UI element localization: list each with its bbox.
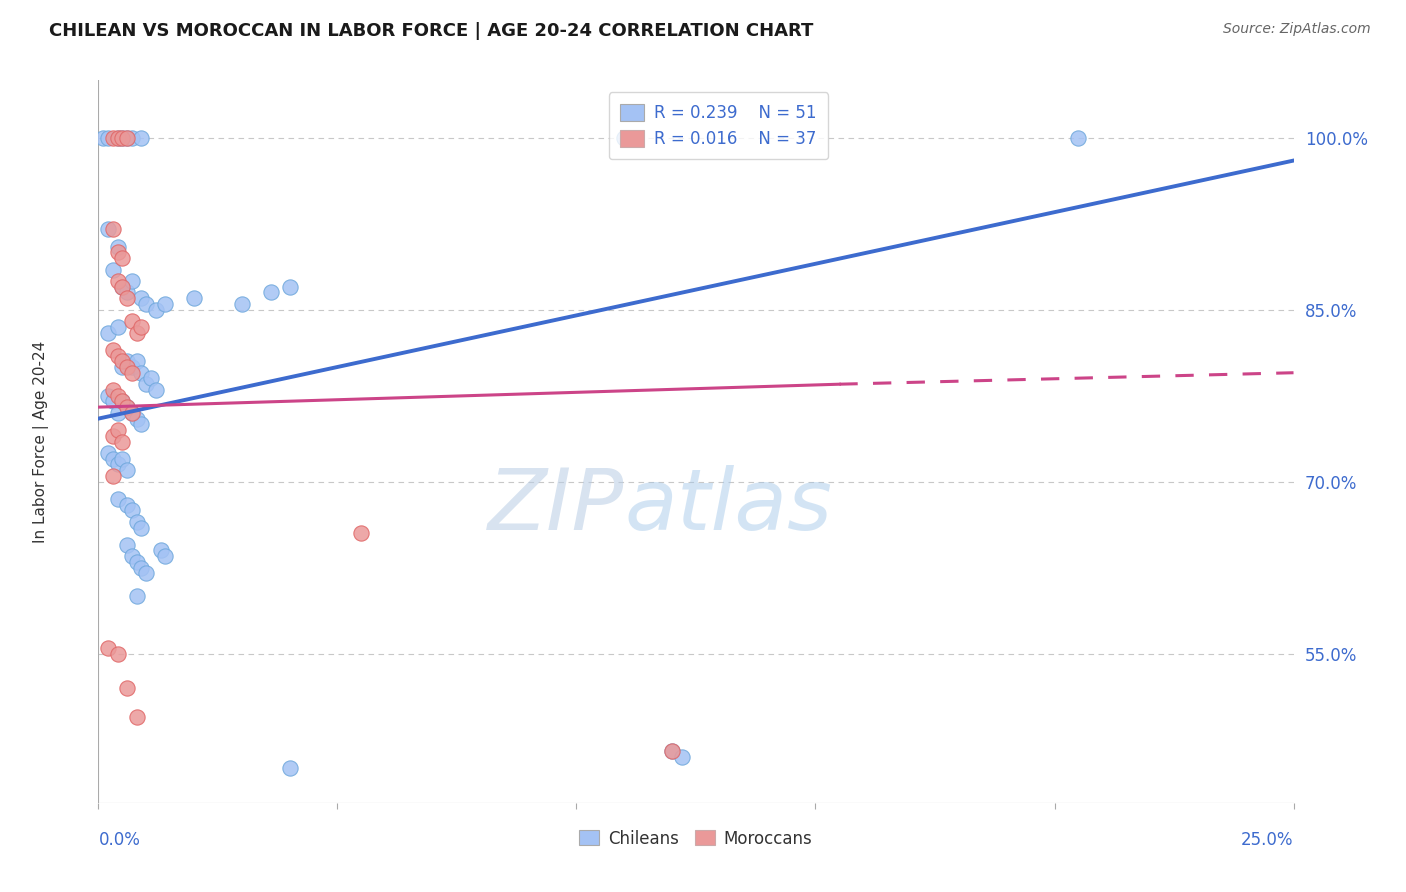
Text: CHILEAN VS MOROCCAN IN LABOR FORCE | AGE 20-24 CORRELATION CHART: CHILEAN VS MOROCCAN IN LABOR FORCE | AGE… [49, 22, 814, 40]
Text: Source: ZipAtlas.com: Source: ZipAtlas.com [1223, 22, 1371, 37]
Text: 25.0%: 25.0% [1241, 831, 1294, 849]
Text: atlas: atlas [624, 465, 832, 548]
Text: In Labor Force | Age 20-24: In Labor Force | Age 20-24 [34, 341, 49, 542]
Legend: Chileans, Moroccans: Chileans, Moroccans [571, 822, 821, 856]
Text: 0.0%: 0.0% [98, 831, 141, 849]
Text: ZIP: ZIP [488, 465, 624, 548]
